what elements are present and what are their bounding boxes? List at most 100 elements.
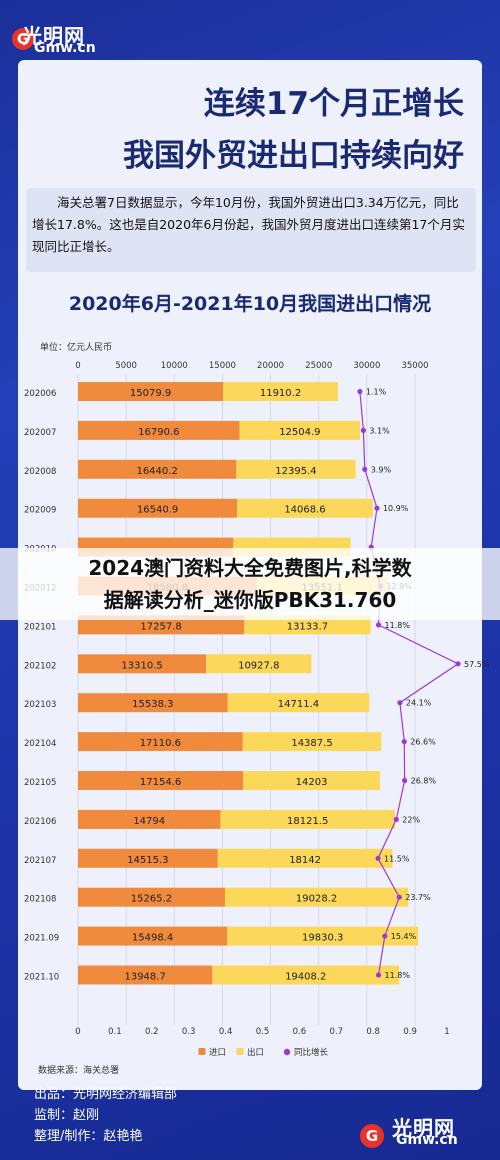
credits: 出品：光明网经济编辑部 监制：赵刚 整理/制作：赵艳艳 <box>34 1084 177 1147</box>
export-value-label: 12504.9 <box>279 427 320 438</box>
import-value-label: 17154.6 <box>140 777 181 788</box>
import-value-label: 16790.6 <box>138 427 179 438</box>
import-bar <box>78 887 225 907</box>
x-tick-label: 15000 <box>209 361 236 371</box>
overlay-line1: 2024澳门资料大全免费图片,科学数 <box>88 556 412 580</box>
import-bar <box>78 382 224 401</box>
export-bar <box>227 926 419 946</box>
export-bar <box>223 382 338 401</box>
growth-label: 11.5% <box>384 854 410 863</box>
growth-point <box>360 427 366 433</box>
growth-label: 57.5% <box>464 660 490 669</box>
import-bar <box>78 615 245 635</box>
export-bar <box>244 615 371 635</box>
import-bar <box>78 965 213 985</box>
category-label: 202102 <box>24 661 56 671</box>
x-tick-label: 20000 <box>257 361 284 371</box>
legend-swatch <box>236 1048 244 1055</box>
growth-point <box>362 466 368 472</box>
brand-logo-footer: G 光明网 Gmw.cn <box>356 1108 486 1156</box>
export-bar <box>239 420 361 440</box>
x2-tick-label: 0.4 <box>219 1027 233 1037</box>
import-bar <box>78 926 228 946</box>
credit-key: 整理/制作： <box>34 1129 104 1144</box>
growth-point <box>374 505 380 511</box>
category-label: 202103 <box>24 700 56 710</box>
x2-tick-label: 0 <box>75 1027 80 1037</box>
growth-point <box>396 894 402 900</box>
export-value-label: 14387.5 <box>291 738 332 749</box>
import-value-label: 16440.2 <box>136 466 177 477</box>
legend-label: 出口 <box>247 1047 264 1058</box>
export-bar <box>243 771 380 790</box>
import-bar <box>78 498 238 518</box>
x2-tick-label: 0.1 <box>108 1027 122 1037</box>
growth-point <box>401 739 407 745</box>
intro-text: 海关总署7日数据显示，今年10月份，我国外贸进出口3.34万亿元，同比增长17.… <box>26 188 476 272</box>
growth-label: 3.9% <box>371 465 392 474</box>
x-tick-label: 30000 <box>353 361 380 371</box>
import-value-label: 14794 <box>133 816 165 827</box>
x-tick-label: 5000 <box>115 361 137 371</box>
export-value-label: 19028.2 <box>296 894 337 905</box>
export-value-label: 18142 <box>289 855 321 866</box>
category-label: 202106 <box>24 817 56 827</box>
growth-label: 23.7% <box>405 893 431 902</box>
growth-point <box>375 855 381 861</box>
import-value-label: 17257.8 <box>140 621 181 632</box>
category-label: 202105 <box>24 778 56 788</box>
headline-line1: 连续17个月正增长 <box>203 86 464 122</box>
legend-swatch <box>198 1048 206 1055</box>
logo-text: 光明网 <box>22 24 85 48</box>
category-label: 202108 <box>24 895 56 905</box>
import-value-label: 17110.6 <box>140 738 181 749</box>
growth-label: 24.1% <box>406 699 432 708</box>
export-value-label: 19830.3 <box>302 933 343 944</box>
growth-label: 3.1% <box>369 426 390 435</box>
credit-key: 监制： <box>34 1108 74 1123</box>
logo-text: 光明网 <box>392 1116 455 1140</box>
import-bar <box>78 848 218 868</box>
credit-key: 出品： <box>34 1087 74 1102</box>
import-value-label: 15265.2 <box>131 894 172 905</box>
export-value-label: 14203 <box>296 777 328 788</box>
growth-label: 1.1% <box>366 388 387 397</box>
x2-tick-label: 0.5 <box>256 1027 270 1037</box>
category-label: 202007 <box>24 428 56 438</box>
source-label: 数据来源：海关总署 <box>38 1066 120 1076</box>
import-value-label: 14515.3 <box>127 855 168 866</box>
category-label: 202104 <box>24 739 56 749</box>
import-value-label: 13948.7 <box>124 972 165 983</box>
logo-sub: Gmw.cn <box>396 1132 458 1148</box>
x2-tick-label: 0.9 <box>403 1027 417 1037</box>
growth-point <box>455 661 461 667</box>
x2-tick-label: 1 <box>444 1027 449 1037</box>
export-bar <box>236 459 356 479</box>
credit-editor: 整理/制作：赵艳艳 <box>34 1126 177 1147</box>
x2-tick-label: 0.6 <box>293 1027 307 1037</box>
chart-title: 2020年6月-2021年10月我国进出口情况 <box>68 293 432 315</box>
import-bar <box>78 809 221 829</box>
legend-label: 同比增长 <box>294 1047 329 1058</box>
logo-g-icon: G <box>12 28 34 50</box>
growth-point <box>382 933 388 939</box>
category-label: 2021.09 <box>24 934 59 944</box>
export-value-label: 14068.6 <box>284 505 325 516</box>
export-bar <box>206 654 312 674</box>
credit-value: 赵刚 <box>73 1108 100 1123</box>
growth-label: 11.8% <box>385 621 411 630</box>
growth-point <box>375 972 382 978</box>
logo-g-icon: G <box>360 1124 384 1148</box>
headline-line2: 我国外贸进出口持续向好 <box>123 138 464 174</box>
import-value-label: 15538.3 <box>132 699 173 710</box>
export-value-label: 19408.2 <box>285 972 326 983</box>
credit-producer: 出品：光明网经济编辑部 <box>34 1084 177 1105</box>
growth-label: 26.6% <box>410 738 436 747</box>
import-value-label: 15079.9 <box>130 388 171 399</box>
growth-label: 10.9% <box>383 504 409 513</box>
export-value-label: 18121.5 <box>287 816 328 827</box>
import-bar <box>78 693 228 713</box>
import-bar <box>78 654 207 674</box>
overlay-banner: 2024澳门资料大全免费图片,科学数 据解读分析_迷你版PBK31.760 <box>0 548 500 620</box>
export-bar <box>224 887 409 907</box>
